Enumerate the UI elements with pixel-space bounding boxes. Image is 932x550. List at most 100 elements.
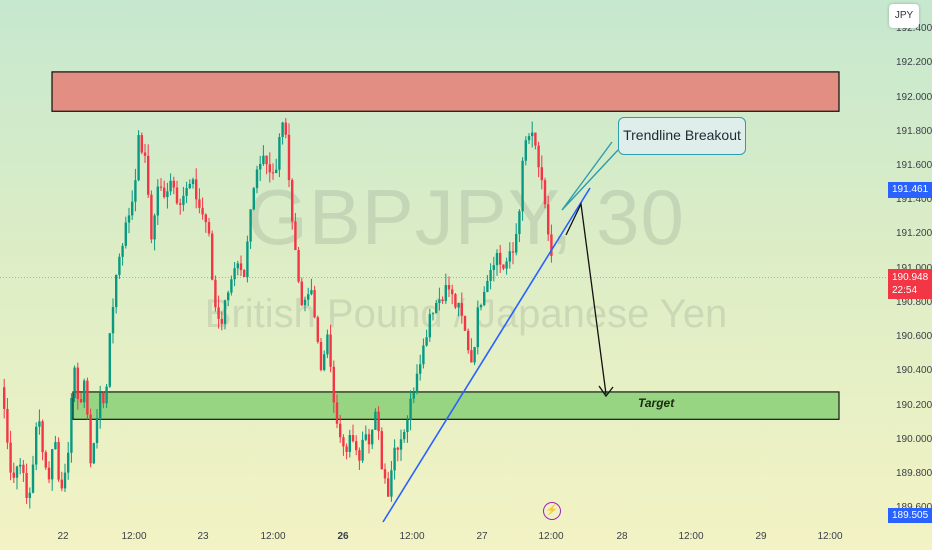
candle-body (6, 408, 9, 443)
candle (339, 414, 342, 443)
candle-body (179, 203, 182, 205)
candle-body (451, 289, 454, 295)
price-tick-label: 190.800 (896, 296, 932, 308)
candle (454, 293, 457, 310)
candle-body (108, 333, 111, 387)
candle (467, 328, 470, 354)
current-price-label: 190.948 22:54 (888, 269, 932, 299)
candle (415, 364, 419, 395)
price-tick-label: 190.200 (896, 399, 932, 411)
candle (361, 431, 364, 464)
candle (473, 346, 476, 366)
candle (169, 173, 172, 196)
candle-body (252, 188, 255, 210)
callout-leader (561, 141, 619, 211)
candle-body (287, 134, 291, 181)
candle-body (19, 464, 22, 467)
time-tick-label: 23 (197, 531, 209, 542)
candle-body (99, 392, 102, 418)
candle-body (102, 392, 105, 404)
candle (409, 390, 412, 431)
candle-body (521, 160, 524, 212)
candle-body (124, 222, 127, 246)
candle-body (393, 447, 396, 471)
candle-body (220, 318, 223, 324)
candle-body (284, 122, 287, 135)
candle (31, 455, 35, 494)
bar-countdown: 22:54 (892, 285, 918, 296)
candle (521, 157, 524, 221)
time-tick-label: 12:00 (399, 531, 425, 542)
candle-body (159, 186, 163, 188)
candle (223, 299, 227, 330)
candle-body (377, 411, 380, 432)
trendline-breakout-callout[interactable]: Trendline Breakout (618, 117, 746, 155)
candle-body (137, 135, 140, 181)
candle-body (406, 419, 409, 433)
candle-body (409, 398, 412, 420)
candle-body (415, 373, 419, 393)
candle (537, 141, 540, 178)
candle-body (111, 307, 115, 334)
candle-body (271, 172, 275, 174)
candle-body (60, 479, 63, 489)
candle (159, 178, 163, 192)
candle-body (499, 252, 502, 265)
candle-body (259, 163, 262, 170)
candle (431, 312, 435, 321)
candle (239, 255, 243, 276)
candle-body (332, 366, 335, 403)
candle-body (57, 442, 60, 480)
candle (550, 224, 553, 263)
price-tick-label: 189.600 (896, 502, 932, 513)
candle-body (105, 386, 108, 404)
candle-body (83, 380, 86, 403)
candle (156, 179, 159, 225)
candle (499, 244, 502, 273)
candle-body (172, 180, 175, 188)
candle-body (118, 256, 121, 275)
candle-body (92, 443, 95, 464)
lightning-icon[interactable]: ⚡ (543, 502, 561, 520)
candle (396, 446, 399, 462)
candle-body (265, 155, 268, 165)
time-tick-label: 26 (337, 531, 349, 542)
candle-body (367, 434, 371, 445)
candle-body (25, 472, 28, 498)
candle (236, 260, 239, 276)
candle-body (511, 251, 515, 253)
candle (47, 461, 51, 484)
candle-body (201, 207, 204, 215)
candle-body (431, 313, 435, 315)
candle-body (454, 294, 457, 308)
candle-body (223, 300, 227, 324)
candle-body (300, 281, 303, 306)
candle (483, 286, 486, 307)
candle-body (342, 437, 345, 447)
candle-body (140, 135, 143, 153)
candle (214, 275, 217, 312)
candle-body (294, 221, 297, 250)
candle (319, 337, 323, 372)
candle (41, 419, 44, 461)
candle-body (441, 299, 444, 302)
candle-body (198, 199, 201, 208)
currency-badge[interactable]: JPY (889, 4, 919, 28)
candle-body (371, 429, 374, 445)
candle-body (387, 478, 390, 497)
candle-body (275, 169, 278, 174)
candle-body (131, 201, 134, 216)
candle (233, 261, 236, 287)
candle (67, 441, 70, 480)
price-tick-label: 191.400 (896, 194, 932, 206)
candle (387, 471, 390, 497)
candle-body (67, 452, 70, 473)
candle-body (86, 380, 89, 415)
candle (268, 152, 271, 183)
candle (163, 180, 166, 199)
candle (95, 409, 99, 449)
candle (470, 338, 473, 363)
price-tick-label: 191.000 (896, 263, 932, 274)
candle-body (15, 466, 19, 478)
